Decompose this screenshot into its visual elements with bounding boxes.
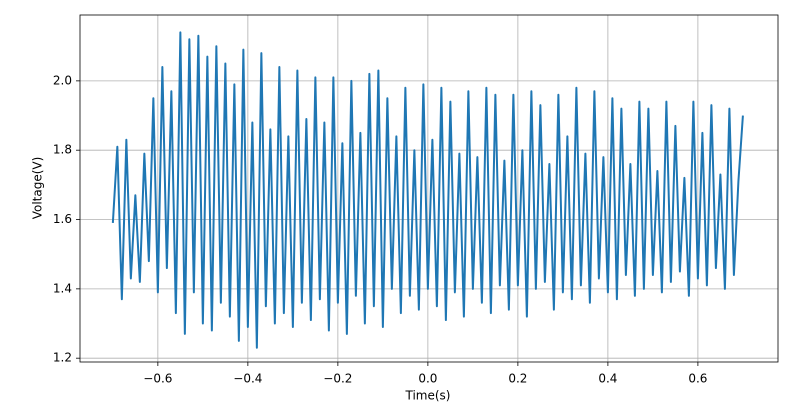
- x-tick-label: −0.4: [233, 372, 262, 386]
- x-axis-label: Time(s): [405, 389, 451, 403]
- y-tick-label: 2.0: [53, 73, 72, 87]
- y-tick-label: 1.4: [53, 281, 72, 295]
- x-tick-label: 0.6: [688, 372, 707, 386]
- x-tick-label: −0.6: [143, 372, 172, 386]
- x-tick-label: 0.4: [598, 372, 617, 386]
- y-axis-label: Voltage(V): [31, 157, 45, 220]
- y-tick-label: 1.6: [53, 212, 72, 226]
- y-tick-label: 1.8: [53, 143, 72, 157]
- plot-frame: [79, 14, 779, 363]
- x-tick-label: −0.2: [323, 372, 352, 386]
- x-tick-label: 0.2: [508, 372, 527, 386]
- x-tick-label: 0.0: [418, 372, 437, 386]
- data-line: [111, 31, 744, 349]
- y-tick-label: 1.2: [53, 351, 72, 365]
